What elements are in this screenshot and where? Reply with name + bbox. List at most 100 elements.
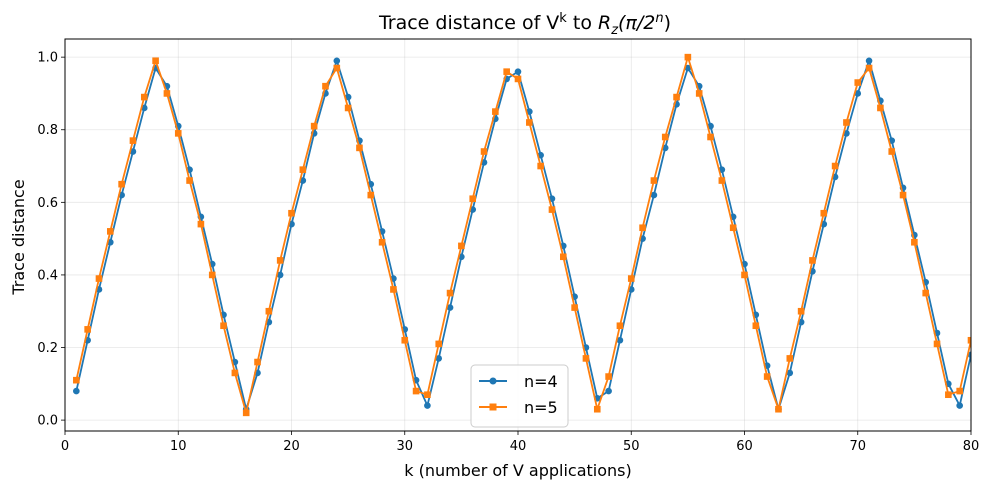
data-point <box>899 191 907 199</box>
y-tick-label: 1.0 <box>37 51 58 66</box>
data-point <box>786 369 794 377</box>
data-point <box>786 355 794 362</box>
data-point <box>809 257 816 264</box>
data-point <box>888 148 896 155</box>
data-point <box>650 191 658 199</box>
data-point <box>265 307 273 315</box>
data-point <box>922 289 929 297</box>
x-tick-label: 0 <box>61 439 69 454</box>
data-point <box>367 191 375 199</box>
data-point <box>797 307 805 315</box>
data-point <box>877 104 884 112</box>
data-point <box>344 104 352 112</box>
data-point <box>390 286 397 293</box>
data-point <box>288 209 295 217</box>
data-point <box>605 387 612 395</box>
data-point <box>186 177 193 184</box>
legend-label-n4: n=4 <box>524 372 558 391</box>
data-point <box>435 340 443 348</box>
data-point <box>140 93 148 101</box>
data-point <box>627 275 635 282</box>
data-point <box>84 326 91 333</box>
data-point <box>752 322 760 330</box>
data-point <box>729 224 737 232</box>
data-point <box>73 387 80 395</box>
y-tick-label: 0.0 <box>37 414 58 429</box>
data-point <box>276 257 284 264</box>
legend-marker-n5 <box>489 403 497 411</box>
legend: n=4 n=5 <box>470 364 569 428</box>
data-point <box>639 224 646 232</box>
data-point <box>197 220 205 228</box>
chart-title: Trace distance of Vk to Rz(π/2n) <box>378 11 671 38</box>
data-point <box>458 242 465 250</box>
data-point <box>480 148 488 155</box>
data-point <box>775 405 782 413</box>
data-point <box>650 177 658 184</box>
y-axis-label: Trace distance <box>9 179 28 295</box>
data-point <box>242 409 250 417</box>
data-point <box>956 402 963 409</box>
data-point <box>220 322 227 330</box>
series-n=5 <box>73 53 971 417</box>
data-point <box>865 64 873 72</box>
data-point <box>107 228 114 235</box>
data-point <box>616 336 624 344</box>
data-point <box>424 402 431 409</box>
data-point <box>593 405 601 413</box>
data-point <box>333 57 341 65</box>
data-point <box>73 376 80 384</box>
y-tick-label: 0.4 <box>37 268 58 283</box>
data-point <box>276 271 284 279</box>
data-point <box>571 304 578 311</box>
data-point <box>254 358 261 366</box>
data-point <box>707 133 714 141</box>
x-tick-label: 30 <box>396 439 413 454</box>
data-point <box>344 93 352 101</box>
data-point <box>933 340 941 348</box>
data-point <box>865 57 873 65</box>
data-point <box>854 79 862 86</box>
data-point <box>911 238 918 246</box>
data-point <box>843 119 850 126</box>
legend-label-n5: n=5 <box>524 398 558 417</box>
data-point <box>446 304 454 311</box>
x-axis-label: k (number of V applications) <box>404 461 632 480</box>
x-tick-label: 60 <box>736 439 753 454</box>
data-point <box>514 68 522 75</box>
data-point <box>401 336 409 344</box>
data-point <box>582 355 590 362</box>
data-point <box>514 75 522 83</box>
data-point <box>548 206 556 213</box>
data-point <box>356 144 363 152</box>
data-point <box>831 162 839 170</box>
data-point <box>469 195 476 203</box>
data-point <box>208 271 216 279</box>
data-point <box>378 238 386 246</box>
x-tick-label: 70 <box>849 439 866 454</box>
data-point <box>118 180 125 188</box>
data-point <box>763 373 771 380</box>
data-point <box>945 391 952 399</box>
data-point <box>412 387 420 395</box>
data-point <box>820 209 828 217</box>
series-layer <box>73 53 971 417</box>
axis-ticks: 0 10 20 30 40 50 60 70 80 0.0 0.2 0.4 0.6 0.8 1.0 <box>37 51 979 454</box>
data-point <box>537 162 544 170</box>
data-point <box>424 391 431 399</box>
x-tick-label: 50 <box>623 439 640 454</box>
y-tick-label: 0.2 <box>37 341 58 356</box>
data-point <box>661 133 669 141</box>
data-point <box>322 82 329 90</box>
data-point <box>163 90 171 97</box>
data-point <box>526 119 533 126</box>
data-point <box>605 373 612 380</box>
y-tick-label: 0.6 <box>37 196 58 211</box>
x-tick-label: 20 <box>283 439 300 454</box>
data-point <box>231 369 239 377</box>
series-line-n=5 <box>75 56 971 414</box>
data-point <box>446 289 454 297</box>
x-tick-label: 80 <box>963 439 980 454</box>
data-point <box>299 166 307 173</box>
